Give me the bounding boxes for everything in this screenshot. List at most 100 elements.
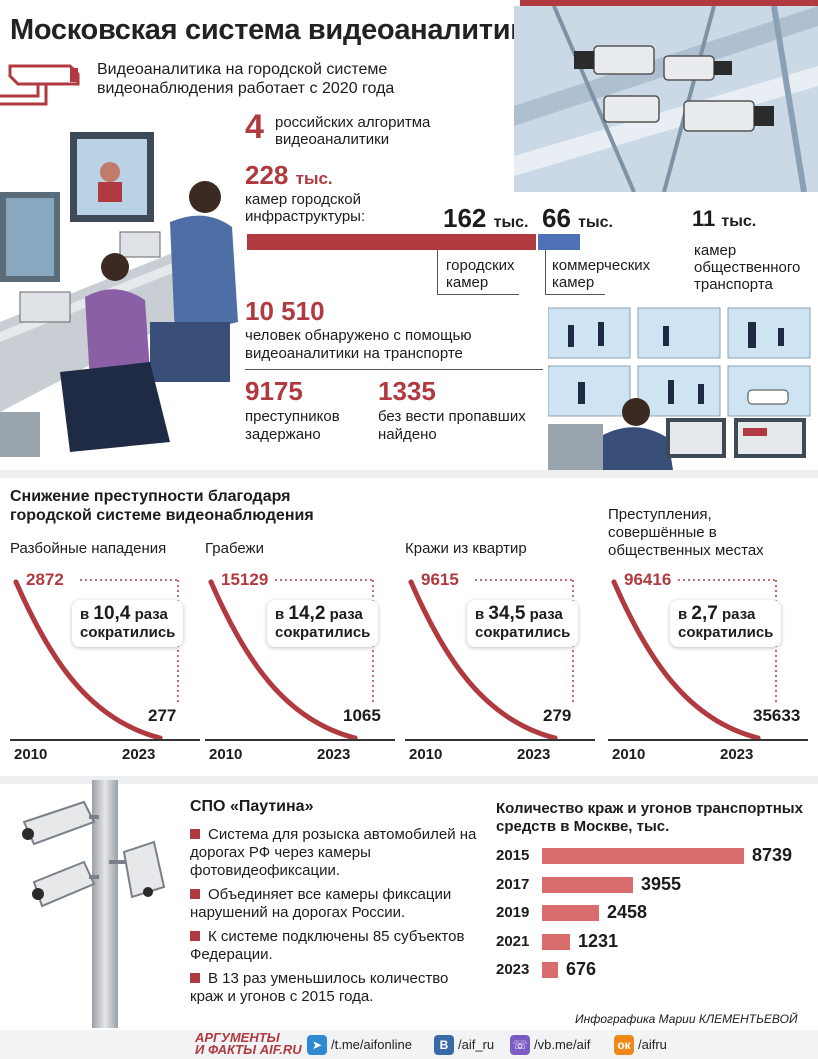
transport-cameras-label: камер общественного транспорта	[694, 242, 801, 293]
bar-value-label: 8739	[752, 845, 793, 865]
bar-value-label: 676	[566, 959, 597, 979]
crime-chart-title: Грабежи	[205, 540, 264, 557]
crime-chart-title: Разбойные нападения	[10, 540, 167, 557]
bar-row: 2021 1231	[496, 931, 816, 953]
value-2010: 15129	[221, 570, 269, 589]
bar-year-label: 2021	[496, 932, 530, 950]
ok-link[interactable]: /aifru	[638, 1037, 667, 1052]
pole-cameras-illustration	[22, 800, 166, 908]
year-end-label: 2023	[317, 746, 351, 763]
start-point	[408, 579, 414, 585]
since-text: Видеоаналитика на городской системе виде…	[97, 61, 395, 97]
city-leader-line-h	[437, 294, 519, 295]
commercial-leader-line-h	[545, 294, 605, 295]
city-cameras-value: 162 тыс.	[443, 203, 529, 233]
spo-bullet: Система для розыска автомобилей на дорог…	[190, 826, 477, 879]
commercial-leader-line	[545, 250, 546, 294]
axis-baseline	[608, 739, 808, 741]
crime-line-chart	[13, 579, 179, 741]
commercial-cameras-bar	[538, 234, 580, 250]
value-2010: 2872	[26, 570, 64, 589]
ok-icon[interactable]: ок	[614, 1035, 634, 1055]
stats-divider	[245, 369, 543, 370]
section-divider-2	[0, 776, 818, 784]
aif-logo[interactable]: АРГУМЕНТЫ И ФАКТЫ AIF.RU	[195, 1030, 302, 1057]
reduction-badge: в 2,7 раза сократились	[670, 600, 782, 647]
criminals-value: 9175	[245, 376, 303, 406]
missing-label: без вести пропавших найдено	[378, 408, 526, 443]
vk-link[interactable]: /aif_ru	[458, 1037, 495, 1052]
value-2023: 277	[148, 706, 177, 725]
infographic-credit: Инфографика Марии КЛЕМЕНТЬЕВОЙ	[575, 1012, 798, 1026]
value-2023: 35633	[753, 706, 801, 725]
page-title: Московская система видеоаналитики	[10, 14, 543, 46]
bullet-marker	[190, 931, 200, 941]
crime-chart-title: Преступления, совершённые в общественных…	[608, 506, 764, 559]
bar	[542, 962, 558, 978]
trend-line	[208, 579, 358, 741]
year-start-label: 2010	[209, 746, 243, 763]
city-cameras-label: городских камер	[446, 257, 515, 291]
reduction-badge: в 14,2 раза сократились	[267, 600, 379, 647]
crime-line-chart	[408, 579, 574, 741]
bar-value-label: 2458	[607, 902, 648, 922]
spo-bullet: Объединяет все камеры фиксации нарушений…	[190, 886, 452, 921]
viber-icon[interactable]: ☏	[510, 1035, 530, 1055]
bar	[542, 905, 599, 921]
telegram-link[interactable]: /t.me/aifonline	[331, 1037, 412, 1052]
footer	[0, 1030, 818, 1059]
bullet-marker	[190, 829, 200, 839]
vk-icon[interactable]: В	[434, 1035, 454, 1055]
bar-row: 2019 2458	[496, 902, 816, 924]
bar	[542, 933, 570, 950]
axis-baseline	[10, 739, 200, 741]
algorithms-label: российских алгоритма видеоаналитики	[275, 114, 431, 148]
year-end-label: 2023	[517, 746, 551, 763]
algorithms-value: 4	[245, 108, 264, 146]
detected-label: человек обнаружено с помощью видеоаналит…	[245, 327, 472, 362]
bar	[542, 848, 744, 864]
bar	[542, 876, 633, 893]
start-point	[611, 579, 617, 585]
section-divider-1	[0, 470, 818, 478]
reduction-badge: в 34,5 раза сократились	[467, 600, 579, 647]
city-leader-line	[437, 250, 438, 294]
axis-baseline	[405, 739, 595, 741]
start-point	[13, 579, 19, 585]
value-2023: 279	[543, 706, 572, 725]
crime-section-title: Снижение преступности благодаря городско…	[10, 488, 314, 524]
bar-row: 2015 8739	[496, 845, 816, 867]
bar-year-label: 2023	[496, 961, 530, 978]
start-point	[208, 579, 214, 585]
cameras-total-label: камер городской инфраструктуры:	[245, 191, 366, 225]
trend-line	[611, 579, 761, 741]
top-accent-bar	[520, 0, 818, 6]
trend-line	[13, 579, 163, 741]
reduction-badge: в 10,4 раза сократились	[72, 600, 184, 647]
bullet-marker	[190, 973, 200, 983]
bar-year-label: 2015	[496, 847, 530, 864]
value-2023: 1065	[343, 706, 381, 725]
bar-value-label: 3955	[641, 873, 682, 894]
operators-illustration	[0, 132, 238, 457]
viber-link[interactable]: /vb.me/aif	[534, 1037, 591, 1052]
spo-bullet: В 13 раз уменьшилось количество краж и у…	[190, 970, 449, 1005]
bar-row: 2017 3955	[496, 874, 816, 896]
trend-line	[408, 579, 558, 741]
year-end-label: 2023	[720, 746, 754, 763]
year-start-label: 2010	[409, 746, 443, 763]
bar-row: 2023 676	[496, 959, 816, 981]
telegram-icon[interactable]: ➤	[307, 1035, 327, 1055]
axis-baseline	[205, 739, 395, 741]
value-2010: 96416	[624, 570, 672, 589]
missing-value: 1335	[378, 376, 436, 406]
city-cameras-bar	[247, 234, 536, 250]
bullet-marker	[190, 889, 200, 899]
year-start-label: 2010	[612, 746, 646, 763]
camera-photo	[514, 6, 818, 192]
commercial-cameras-label: коммерческих камер	[552, 257, 651, 291]
year-start-label: 2010	[14, 746, 48, 763]
camera-pole	[92, 780, 118, 1028]
value-2010: 9615	[421, 570, 459, 589]
cameras-total: 228 тыс.	[245, 160, 333, 190]
